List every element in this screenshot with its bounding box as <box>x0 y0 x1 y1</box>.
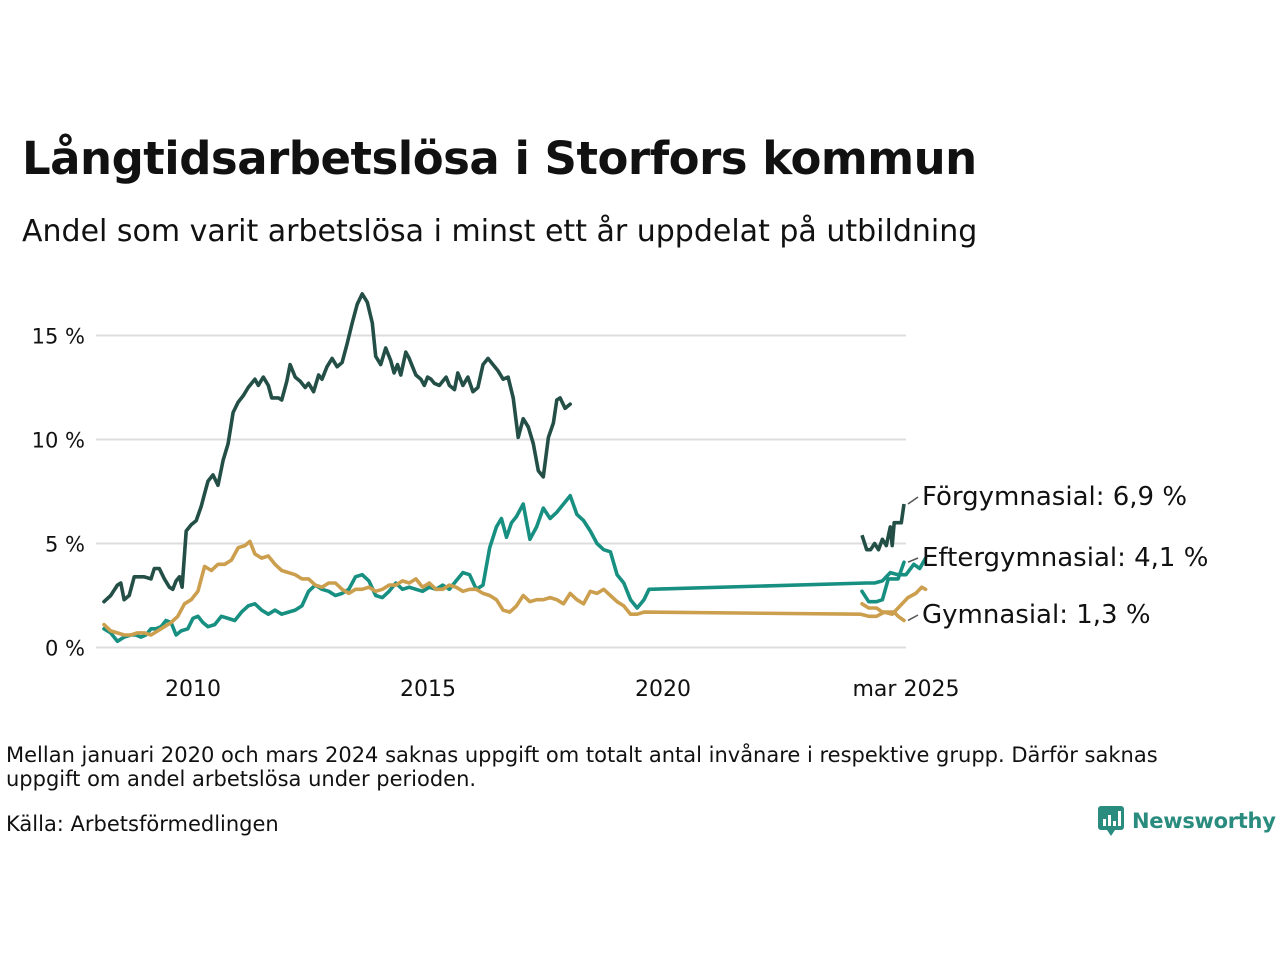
label-connector <box>907 496 919 505</box>
footnote: Mellan januari 2020 och mars 2024 saknas… <box>6 743 1158 791</box>
series-line-eftergymnasial <box>102 493 928 644</box>
line-chart: 0 % 5 % 10 % 15 % 2010 2015 2020 mar 2025 Förg… <box>32 292 1208 702</box>
label-connector <box>907 614 919 622</box>
logo-text: Newsworthy <box>1132 809 1276 833</box>
y-axis: 0 % 5 % 10 % 15 % <box>32 325 85 661</box>
y-tick-label: 10 % <box>32 429 85 453</box>
x-tick-label: 2020 <box>635 677 691 702</box>
x-tick-label: 2015 <box>400 677 456 702</box>
series-line-gymnasial <box>860 602 906 623</box>
y-tick-label: 15 % <box>32 325 85 349</box>
series-lines <box>102 292 928 644</box>
series-line-eftergymnasial <box>860 560 906 604</box>
newsworthy-logo: Newsworthy <box>1098 806 1276 836</box>
series-end-label: Förgymnasial: 6,9 % <box>922 482 1187 512</box>
x-tick-label: mar 2025 <box>853 677 960 702</box>
x-tick-label: 2010 <box>165 677 221 702</box>
chart-title: Långtidsarbetslösa i Storfors kommun <box>22 132 977 185</box>
x-axis: 2010 2015 2020 mar 2025 <box>165 677 959 702</box>
bar-chart-icon <box>1098 806 1124 836</box>
y-tick-label: 5 % <box>45 533 85 557</box>
gridlines <box>96 334 906 649</box>
series-end-labels: Förgymnasial: 6,9 % Eftergymnasial: 4,1 %… <box>907 482 1208 630</box>
source-note: Källa: Arbetsförmedlingen <box>6 812 279 836</box>
series-line-gymnasial <box>102 539 928 637</box>
chart-subtitle: Andel som varit arbetslösa i minst ett å… <box>22 214 978 249</box>
series-end-label: Gymnasial: 1,3 % <box>922 600 1151 630</box>
series-line-förgymnasial <box>102 292 572 604</box>
y-tick-label: 0 % <box>45 637 85 661</box>
series-end-label: Eftergymnasial: 4,1 % <box>922 543 1208 573</box>
label-connector <box>907 557 919 563</box>
series-line-forgymnasial-recent <box>860 503 906 552</box>
